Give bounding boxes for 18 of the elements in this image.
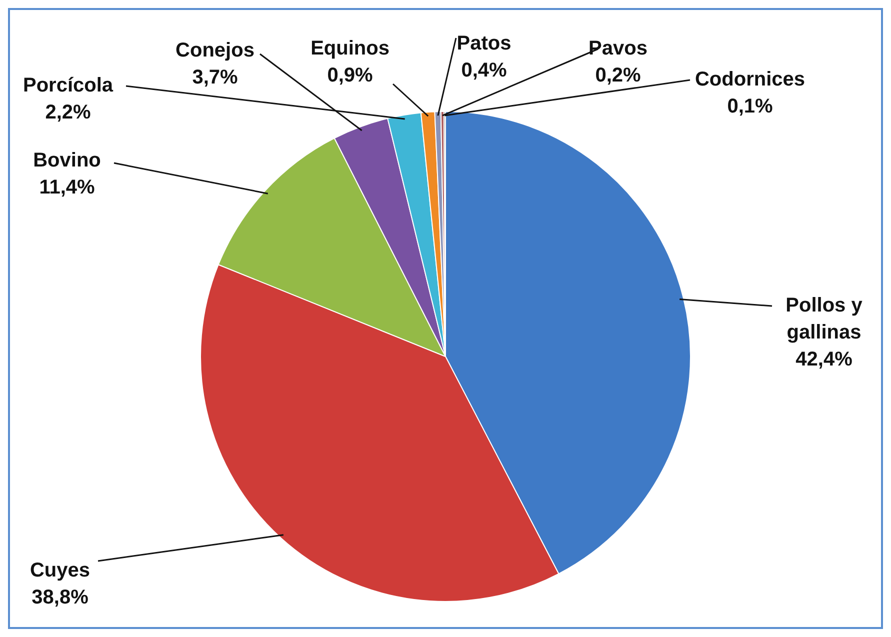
data-label: 38,8% — [32, 586, 89, 609]
slice-label: Codornices — [694, 68, 806, 91]
data-label: 11,4% — [39, 176, 96, 199]
data-label: 3,7% — [192, 66, 238, 89]
data-label: 0,4% — [461, 60, 508, 82]
slice-label: Equinos — [310, 38, 390, 60]
slice-label: Conejos — [176, 40, 254, 62]
slice-label: Cuyes — [30, 560, 90, 582]
slice-label: Porcícola — [22, 74, 114, 97]
slice-label: Pollos y gallinas — [786, 294, 864, 344]
data-label: 0,1% — [727, 96, 774, 118]
data-label: 42,4% — [796, 348, 853, 371]
slice-label: Bovino — [33, 150, 101, 172]
data-label: 0,2% — [595, 64, 642, 87]
data-label: 0,9% — [327, 64, 374, 87]
slice-label: Patos — [456, 32, 512, 55]
data-label: 2,2% — [45, 102, 92, 124]
slice-label: Pavos — [588, 38, 648, 60]
